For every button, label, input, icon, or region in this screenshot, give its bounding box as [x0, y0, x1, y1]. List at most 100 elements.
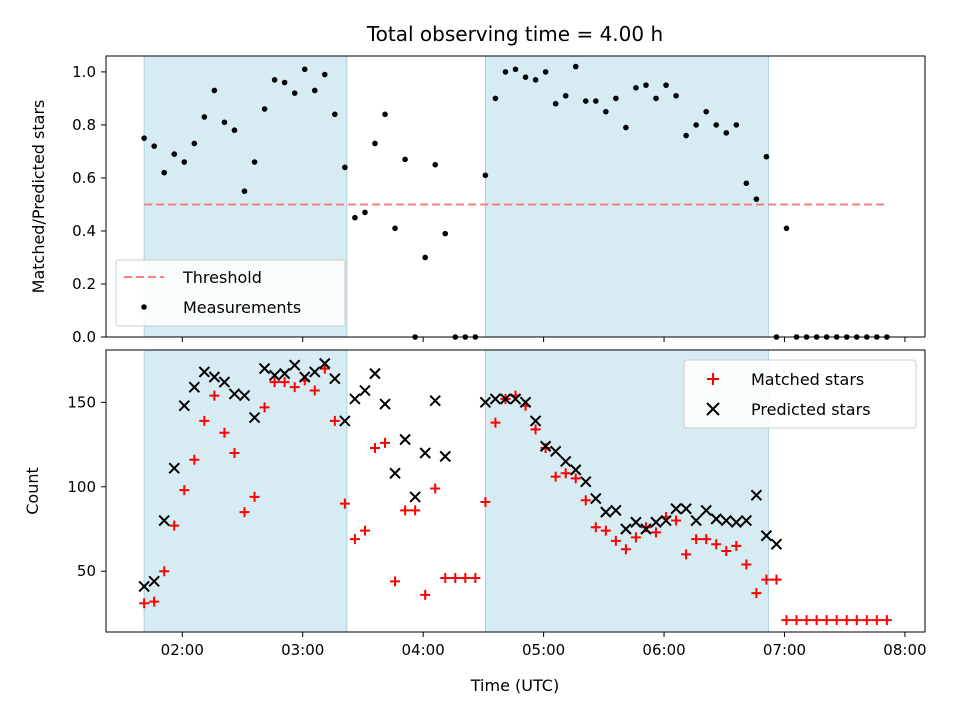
- matched-stars-points: [139, 363, 892, 626]
- measurement-point: [542, 69, 549, 75]
- measurement-point: [151, 143, 157, 149]
- measurement-point: [231, 127, 238, 134]
- legend-threshold-label: Threshold: [182, 268, 262, 287]
- bottom-y-tick-label: 150: [67, 393, 96, 411]
- matched-star-point: [249, 491, 260, 502]
- measurement-point: [281, 79, 288, 86]
- measurement-point: [251, 159, 258, 165]
- measurement-point: [482, 172, 489, 179]
- predicted-star-point: [670, 503, 682, 515]
- measurement-point: [562, 92, 569, 99]
- measurement-point: [291, 90, 298, 96]
- x-axis-label: Time (UTC): [470, 676, 559, 695]
- matched-star-point: [259, 402, 270, 413]
- top-y-tick-label: 0.8: [72, 116, 96, 134]
- predicted-star-point: [148, 575, 160, 588]
- predicted-star-point: [730, 516, 743, 528]
- matched-star-point: [841, 615, 852, 626]
- matched-star-point: [630, 532, 641, 543]
- top-y-tick-label: 0.2: [72, 275, 96, 293]
- matched-star-point: [269, 377, 280, 388]
- measurement-point: [582, 98, 589, 104]
- matched-star-point: [359, 525, 370, 536]
- measurement-point: [753, 196, 760, 202]
- matched-star-point: [560, 468, 571, 479]
- measurement-point: [703, 108, 709, 115]
- bottom-y-tick-label: 100: [67, 478, 96, 496]
- measurement-point: [552, 100, 559, 107]
- matched-star-point: [239, 507, 250, 518]
- predicted-stars-points: [138, 357, 783, 593]
- predicted-star-point: [349, 393, 361, 405]
- bottom-y-tick-label: 50: [77, 562, 96, 580]
- legend-matched-label: Matched stars: [751, 370, 864, 389]
- measurement-point: [201, 114, 208, 120]
- predicted-star-point: [509, 393, 522, 405]
- predicted-star-point: [479, 396, 492, 409]
- measurement-point: [382, 111, 388, 118]
- predicted-star-point: [750, 489, 763, 501]
- bottom-x-tick-label: 08:00: [883, 641, 926, 659]
- matched-star-point: [751, 588, 762, 599]
- measurement-point: [342, 164, 348, 171]
- measurement-point: [783, 225, 790, 232]
- measurement-point: [171, 151, 178, 157]
- bottom-x-tick-label: 06:00: [642, 641, 685, 659]
- predicted-star-point: [399, 433, 411, 446]
- measurement-point: [241, 188, 248, 194]
- measurement-point: [392, 225, 398, 232]
- predicted-star-point: [760, 530, 773, 542]
- measurement-point: [271, 77, 278, 83]
- top-y-axis-label: Matched/Predicted stars: [29, 100, 48, 294]
- matched-star-point: [861, 615, 872, 626]
- measurement-point: [723, 130, 730, 136]
- measurement-point: [633, 85, 639, 91]
- top-x-ticks: [181, 337, 906, 342]
- matched-star-point: [651, 527, 662, 538]
- bottom-x-tick-label: 04:00: [402, 641, 445, 659]
- predicted-star-point: [519, 396, 532, 409]
- matched-star-point: [851, 615, 862, 626]
- measurement-point: [572, 63, 579, 70]
- predicted-star-point: [309, 366, 321, 378]
- matched-star-point: [149, 596, 160, 607]
- predicted-star-point: [248, 411, 261, 424]
- predicted-star-point: [278, 367, 291, 380]
- predicted-star-point: [178, 400, 190, 412]
- predicted-star-point: [419, 447, 431, 459]
- predicted-star-point: [770, 538, 783, 550]
- matched-star-point: [470, 572, 481, 583]
- matched-star-point: [610, 535, 621, 546]
- measurement-point: [763, 153, 770, 160]
- predicted-star-point: [620, 523, 632, 535]
- measurement-point: [683, 132, 689, 139]
- measurement-point: [311, 87, 318, 94]
- top-legend-box: [115, 259, 346, 327]
- matched-star-point: [430, 483, 441, 494]
- measurement-point: [522, 74, 529, 81]
- matched-star-point: [550, 471, 561, 482]
- top-plot-frame: [105, 55, 926, 338]
- matched-star-point: [781, 615, 792, 626]
- measurement-point: [322, 71, 328, 78]
- predicted-star-point: [429, 394, 441, 407]
- matched-star-point: [460, 572, 471, 583]
- predicted-star-point: [740, 514, 753, 527]
- predicted-star-point: [409, 491, 421, 503]
- bottom-shaded-region: [143, 349, 348, 633]
- predicted-star-point: [168, 462, 180, 474]
- matched-star-point: [540, 442, 551, 453]
- predicted-star-point: [539, 440, 552, 452]
- legend-predicted-swatch: [706, 402, 720, 416]
- predicted-star-point: [650, 516, 662, 528]
- predicted-star-point: [559, 455, 572, 468]
- matched-star-point: [801, 615, 812, 626]
- measurement-point: [161, 169, 168, 176]
- matched-star-point: [229, 448, 240, 459]
- predicted-star-point: [710, 513, 722, 525]
- legend-predicted-label: Predicted stars: [751, 400, 871, 419]
- matched-star-point: [791, 615, 802, 626]
- predicted-star-point: [690, 514, 702, 527]
- predicted-star-point: [600, 506, 612, 518]
- matched-star-point: [480, 496, 491, 507]
